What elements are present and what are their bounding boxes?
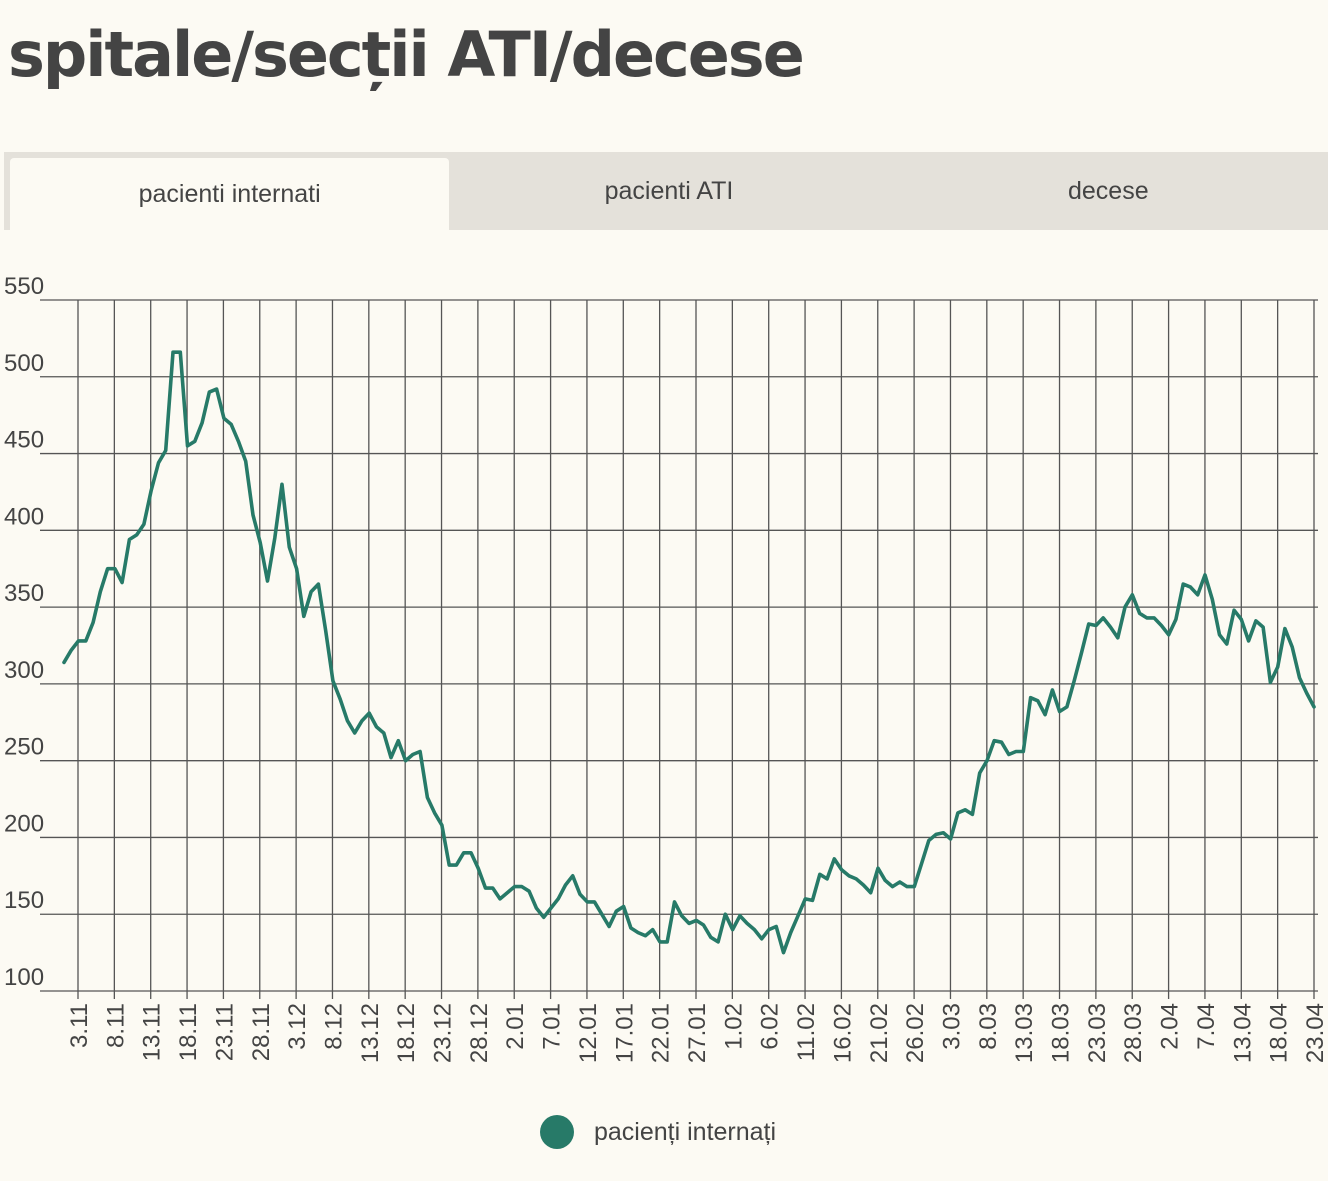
series-line-pacienti-internati — [62, 350, 1316, 955]
x-tick-label: 28.03 — [1120, 1003, 1147, 1063]
y-tick-label: 150 — [4, 887, 44, 914]
x-tick-label: 3.11 — [66, 1003, 93, 1048]
x-tick-label: 11.02 — [793, 1003, 820, 1061]
x-tick-label: 7.01 — [539, 1003, 566, 1050]
x-tick-label: 7.04 — [1193, 1003, 1220, 1050]
x-tick-label: 16.02 — [829, 1003, 856, 1063]
x-tick-label: 3.03 — [938, 1003, 965, 1050]
x-tick-label: 21.02 — [866, 1003, 893, 1063]
x-tick-label: 23.12 — [430, 1003, 457, 1063]
x-tick-label: 8.03 — [975, 1003, 1002, 1050]
y-tick-label: 450 — [4, 427, 44, 454]
x-tick-label: 28.12 — [466, 1003, 493, 1063]
x-tick-label: 17.01 — [611, 1003, 638, 1063]
x-tick-label: 23.03 — [1084, 1003, 1111, 1063]
tab-decese[interactable]: decese — [1068, 176, 1149, 205]
y-tick-label: 350 — [4, 580, 44, 607]
x-tick-label: 18.04 — [1266, 1003, 1293, 1063]
x-tick-label: 13.03 — [1011, 1003, 1038, 1063]
page-title: spitale/secții ATI/decese — [8, 18, 805, 91]
legend: pacienți internați — [540, 1115, 776, 1149]
y-tick-label: 200 — [4, 810, 44, 837]
y-tick-label: 400 — [4, 503, 44, 530]
line-chart: 100 150 200 250 300 350 400 450 500 550 3.11 8.11 13… — [4, 273, 1328, 1063]
legend-label: pacienți internați — [594, 1117, 777, 1146]
x-tick-label: 13.12 — [357, 1003, 384, 1063]
x-tick-label: 6.02 — [757, 1003, 784, 1050]
y-tick-label: 100 — [4, 964, 44, 991]
y-tick-label: 550 — [4, 273, 44, 300]
y-tick-label: 250 — [4, 734, 44, 761]
x-tick-label: 12.01 — [575, 1003, 602, 1063]
x-tick-label: 1.02 — [720, 1003, 747, 1050]
x-tick-label: 8.12 — [320, 1003, 347, 1050]
tab-pacienti-internati[interactable]: pacienti internati — [10, 158, 450, 230]
tab-pacienti-ati[interactable]: pacienti ATI — [604, 176, 734, 205]
y-tick-label: 300 — [4, 657, 44, 684]
x-tick-label: 18.03 — [1048, 1003, 1075, 1063]
x-tick-label: 27.01 — [684, 1003, 711, 1063]
x-tick-label: 2.04 — [1157, 1003, 1184, 1050]
legend-marker[interactable] — [540, 1115, 574, 1149]
tab-bar: pacienti internati pacienti ATI decese — [4, 152, 1328, 230]
x-tick-label: 28.11 — [248, 1003, 275, 1061]
x-tick-label: 8.11 — [102, 1003, 129, 1048]
x-tick-label: 23.11 — [211, 1003, 238, 1061]
x-tick-label: 26.02 — [902, 1003, 929, 1063]
x-tick-label: 3.12 — [284, 1003, 311, 1050]
x-tick-label: 13.11 — [139, 1003, 166, 1061]
x-tick-label: 13.04 — [1229, 1003, 1256, 1063]
x-tick-label: 22.01 — [648, 1003, 675, 1063]
x-tick-label: 18.11 — [175, 1003, 202, 1061]
y-tick-label: 500 — [4, 350, 44, 377]
x-tick-label: 23.04 — [1302, 1003, 1328, 1063]
x-tick-label: 2.01 — [502, 1003, 529, 1050]
x-tick-label: 18.12 — [393, 1003, 420, 1063]
